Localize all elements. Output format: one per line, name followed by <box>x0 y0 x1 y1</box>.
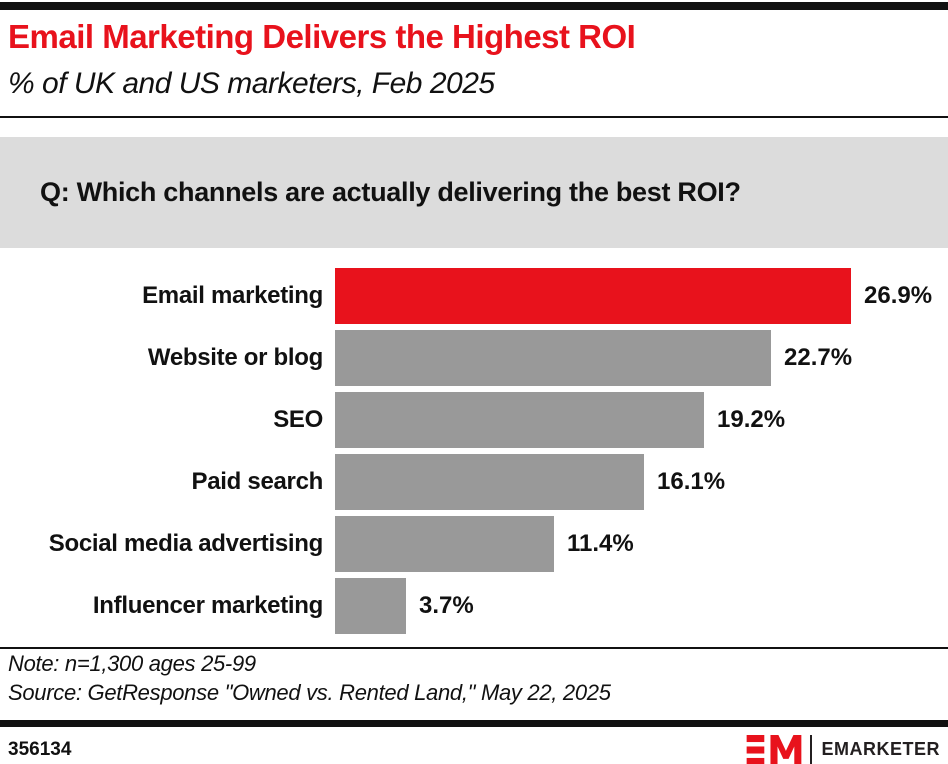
bar-category-label: Email marketing <box>142 281 323 309</box>
em-monogram-icon <box>747 734 802 764</box>
emarketer-logo: EMARKETER <box>746 734 940 764</box>
bar <box>335 267 851 324</box>
header-divider <box>0 115 948 118</box>
bar <box>335 391 704 448</box>
question-box: Q: Which channels are actually deliverin… <box>0 136 948 248</box>
footer-rule <box>0 719 948 727</box>
question-text: Q: Which channels are actually deliverin… <box>40 176 741 207</box>
top-rule <box>0 2 948 10</box>
bar-value-label: 11.4% <box>567 529 634 557</box>
bar-value-label: 22.7% <box>784 343 853 371</box>
page-subtitle: % of UK and US marketers, Feb 2025 <box>8 66 495 100</box>
bar-category-label: Website or blog <box>147 343 323 371</box>
brand-name: EMARKETER <box>821 739 940 760</box>
bar-row: Paid search 16.1% <box>0 453 948 510</box>
footer: 356134 EMARKETER <box>0 727 948 764</box>
bar-category-label: Influencer marketing <box>92 591 323 619</box>
bar-value-label: 16.1% <box>657 467 726 495</box>
chart-id: 356134 <box>8 738 72 760</box>
bar-row: SEO 19.2% <box>0 391 948 448</box>
bar-category-label: SEO <box>273 405 323 433</box>
bar-value-label: 19.2% <box>717 405 786 433</box>
bar-category-label: Paid search <box>191 467 324 495</box>
bar <box>335 453 644 510</box>
bar-category-label: Social media advertising <box>48 529 324 557</box>
notes-divider <box>0 646 948 649</box>
bar-row: Influencer marketing 3.7% <box>0 577 948 634</box>
bar <box>335 329 771 386</box>
bar-row: Email marketing 26.9% <box>0 267 948 324</box>
note-text: Note: n=1,300 ages 25-99 <box>8 650 256 676</box>
bar <box>335 577 406 634</box>
bar <box>335 515 554 572</box>
bar-value-label: 26.9% <box>864 281 933 309</box>
bar-chart: Email marketing 26.9% Website or blog 22.7%… <box>0 267 948 634</box>
page-title: Email Marketing Delivers the Highest ROI <box>8 18 636 55</box>
bar-value-label: 3.7% <box>419 591 474 619</box>
bar-row: Social media advertising 11.4% <box>0 515 948 572</box>
logo-divider <box>810 734 813 764</box>
bar-row: Website or blog 22.7% <box>0 329 948 386</box>
source-text: Source: GetResponse "Owned vs. Rented La… <box>8 679 611 705</box>
